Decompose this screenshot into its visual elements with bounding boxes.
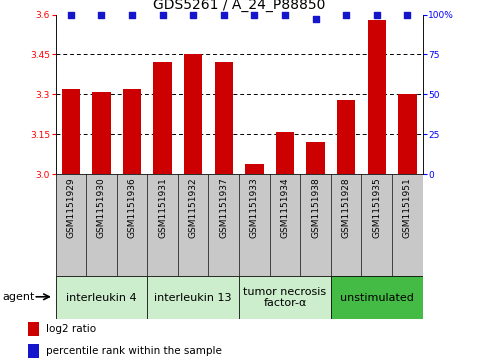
Point: [128, 12, 136, 17]
Bar: [56, 276, 147, 319]
Bar: [276, 132, 294, 174]
Bar: [245, 164, 264, 174]
Title: GDS5261 / A_24_P88850: GDS5261 / A_24_P88850: [153, 0, 325, 12]
Text: GSM1151931: GSM1151931: [158, 177, 167, 238]
Bar: [86, 174, 117, 276]
Bar: [28, 344, 40, 358]
Bar: [123, 89, 141, 174]
Text: GSM1151951: GSM1151951: [403, 177, 412, 238]
Point: [220, 12, 227, 17]
Bar: [398, 94, 416, 174]
Bar: [147, 174, 178, 276]
Text: log2 ratio: log2 ratio: [46, 324, 96, 334]
Bar: [239, 276, 331, 319]
Point: [373, 12, 381, 17]
Bar: [331, 174, 361, 276]
Text: GSM1151936: GSM1151936: [128, 177, 137, 238]
Point: [312, 16, 319, 22]
Text: GSM1151933: GSM1151933: [250, 177, 259, 238]
Text: interleukin 4: interleukin 4: [66, 293, 137, 303]
Bar: [28, 322, 40, 336]
Bar: [56, 174, 86, 276]
Bar: [154, 62, 172, 174]
Text: GSM1151929: GSM1151929: [66, 177, 75, 238]
Point: [342, 12, 350, 17]
Point: [98, 12, 105, 17]
Text: GSM1151938: GSM1151938: [311, 177, 320, 238]
Bar: [368, 20, 386, 174]
Bar: [147, 276, 239, 319]
Text: GSM1151934: GSM1151934: [281, 177, 289, 238]
Text: GSM1151937: GSM1151937: [219, 177, 228, 238]
Text: GSM1151935: GSM1151935: [372, 177, 381, 238]
Bar: [239, 174, 270, 276]
Bar: [331, 276, 423, 319]
Point: [67, 12, 75, 17]
Bar: [214, 62, 233, 174]
Bar: [209, 174, 239, 276]
Bar: [361, 174, 392, 276]
Text: GSM1151930: GSM1151930: [97, 177, 106, 238]
Text: GSM1151928: GSM1151928: [341, 177, 351, 238]
Point: [159, 12, 167, 17]
Bar: [306, 142, 325, 174]
Bar: [178, 174, 209, 276]
Text: percentile rank within the sample: percentile rank within the sample: [46, 346, 222, 356]
Bar: [184, 54, 202, 174]
Bar: [117, 174, 147, 276]
Bar: [337, 100, 355, 174]
Bar: [392, 174, 423, 276]
Point: [403, 12, 411, 17]
Text: GSM1151932: GSM1151932: [189, 177, 198, 238]
Text: unstimulated: unstimulated: [340, 293, 413, 303]
Bar: [62, 89, 80, 174]
Text: interleukin 13: interleukin 13: [155, 293, 232, 303]
Point: [189, 12, 197, 17]
Point: [251, 12, 258, 17]
Text: agent: agent: [3, 292, 35, 302]
Bar: [270, 174, 300, 276]
Text: tumor necrosis
factor-α: tumor necrosis factor-α: [243, 287, 327, 309]
Bar: [92, 92, 111, 174]
Point: [281, 12, 289, 17]
Bar: [300, 174, 331, 276]
